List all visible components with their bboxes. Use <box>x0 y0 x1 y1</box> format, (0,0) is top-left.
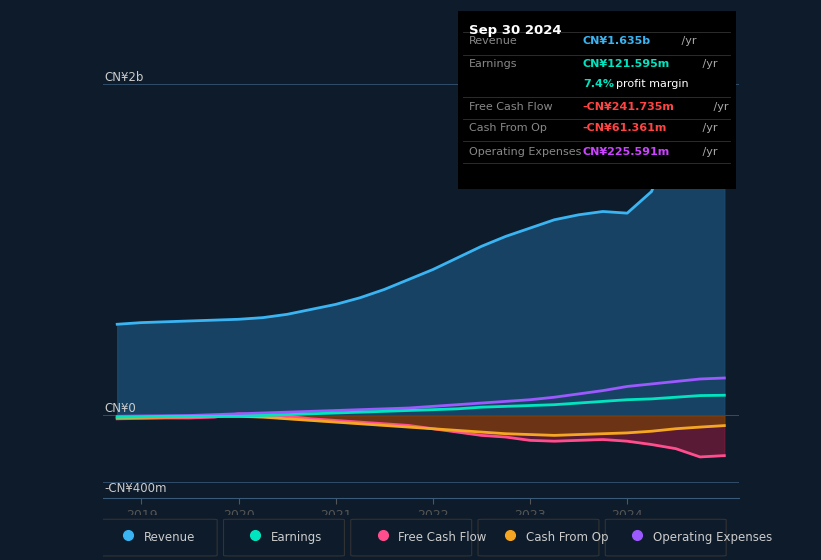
Text: -CN¥241.735m: -CN¥241.735m <box>583 102 675 112</box>
Text: Sep 30 2024: Sep 30 2024 <box>469 24 562 36</box>
Text: /yr: /yr <box>699 147 718 156</box>
Text: Earnings: Earnings <box>469 59 517 69</box>
Text: /yr: /yr <box>678 36 696 46</box>
Text: -CN¥400m: -CN¥400m <box>104 482 167 495</box>
Text: Free Cash Flow: Free Cash Flow <box>398 531 487 544</box>
Text: CN¥121.595m: CN¥121.595m <box>583 59 670 69</box>
Text: /yr: /yr <box>699 123 718 133</box>
Text: profit margin: profit margin <box>616 79 689 89</box>
Text: Revenue: Revenue <box>144 531 195 544</box>
Text: CN¥225.591m: CN¥225.591m <box>583 147 670 156</box>
Text: /yr: /yr <box>699 59 718 69</box>
Text: -CN¥61.361m: -CN¥61.361m <box>583 123 667 133</box>
Text: CN¥2b: CN¥2b <box>104 71 144 84</box>
Text: Cash From Op: Cash From Op <box>469 123 547 133</box>
Text: Free Cash Flow: Free Cash Flow <box>469 102 553 112</box>
Text: Cash From Op: Cash From Op <box>525 531 608 544</box>
Text: Earnings: Earnings <box>271 531 323 544</box>
Text: CN¥0: CN¥0 <box>104 403 136 416</box>
Text: /yr: /yr <box>709 102 728 112</box>
Text: 7.4%: 7.4% <box>583 79 614 89</box>
Text: Revenue: Revenue <box>469 36 517 46</box>
Text: Operating Expenses: Operating Expenses <box>469 147 581 156</box>
Text: Operating Expenses: Operating Expenses <box>653 531 773 544</box>
Text: CN¥1.635b: CN¥1.635b <box>583 36 651 46</box>
